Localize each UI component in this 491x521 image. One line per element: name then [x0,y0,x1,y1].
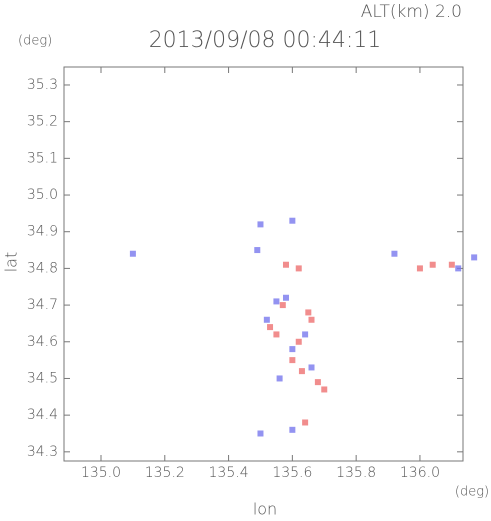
y-tick-label: 35.0 [27,187,58,203]
y-tick-label: 34.4 [27,407,58,423]
echo-point [289,346,296,353]
echo-point [267,324,274,331]
echo-point [308,364,315,371]
echo-point [257,221,264,228]
echo-point [254,247,261,254]
y-tick-label: 34.5 [27,370,58,386]
echo-point [448,261,455,268]
echo-point [257,430,264,437]
echo-point [391,250,398,257]
echo-point [282,261,289,268]
echo-point [308,316,315,323]
x-tick-label: 135.8 [336,465,376,481]
echo-point [289,357,296,364]
echo-point [295,338,302,345]
echo-point [471,254,478,261]
x-tick-label: 135.0 [81,465,121,481]
echo-point [298,368,305,375]
annotation: ALT(km) 2.0 [361,2,462,22]
y-unit: (deg) [18,34,52,49]
echo-point [295,265,302,272]
echo-point [302,331,309,338]
x-tick-label: 135.6 [272,465,312,481]
echo-point [129,250,136,257]
x-axis-label: lon [253,500,277,519]
x-tick-label: 135.2 [145,465,185,481]
echo-point [273,298,280,305]
x-tick-label: 135.4 [209,465,249,481]
y-tick-label: 35.2 [27,114,58,130]
echo-point [321,386,328,393]
echo-point [455,265,462,272]
y-tick-label: 34.7 [27,297,58,313]
echo-point [282,294,289,301]
x-tick-label: 136.0 [400,465,440,481]
echo-point [263,316,270,323]
echo-point [276,375,283,382]
echo-point [289,426,296,433]
plot-frame [63,66,464,462]
y-tick-label: 35.3 [27,77,58,93]
echo-point [302,419,309,426]
chart-title: 2013/09/08 00:44:11 [149,28,382,53]
echo-point [416,265,423,272]
y-tick-label: 34.3 [27,444,58,460]
y-tick-label: 34.9 [27,224,58,240]
x-unit: (deg) [455,485,489,500]
echo-point [273,331,280,338]
y-tick-label: 35.1 [27,150,58,166]
echo-point [279,302,286,309]
y-tick-label: 34.6 [27,334,58,350]
echo-point [289,217,296,224]
echo-point [305,309,312,316]
echo-point [314,379,321,386]
y-axis-label: lat [2,252,21,273]
echo-point [429,261,436,268]
y-tick-label: 34.8 [27,260,58,276]
